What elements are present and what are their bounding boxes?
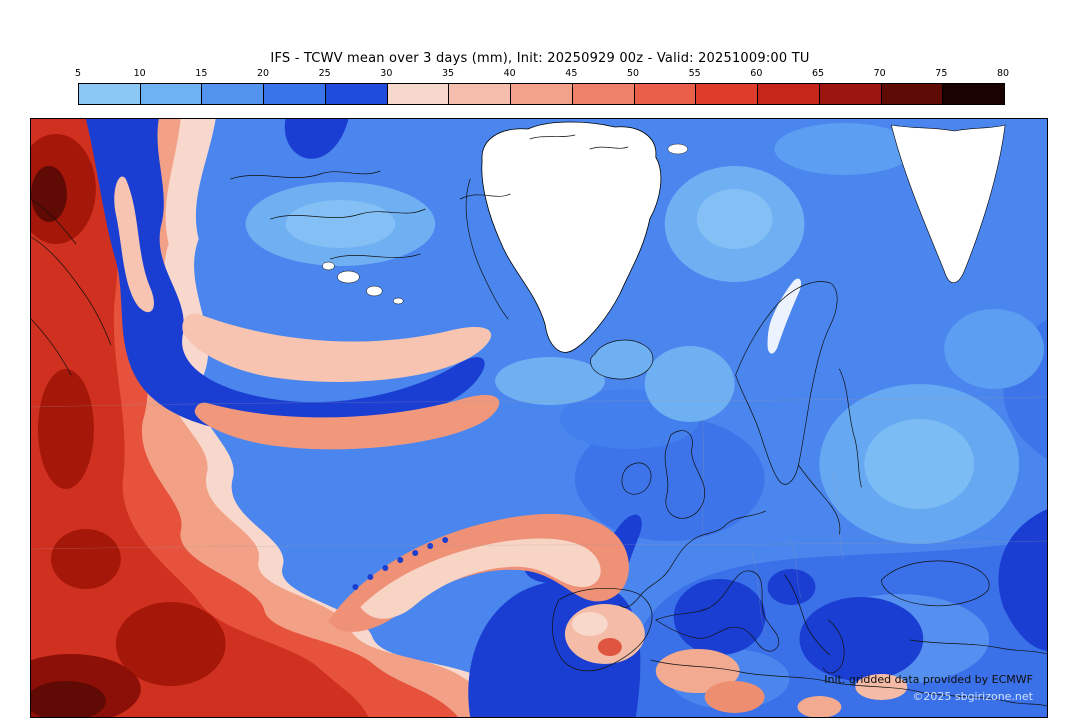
colorbar-tick: 30 [380, 68, 393, 79]
map-credits: Init. gridded data provided by ECMWF ©20… [824, 671, 1033, 705]
colorbar-tick: 55 [688, 68, 701, 79]
colorbar-tick: 5 [74, 68, 82, 79]
colorbar-segment [449, 84, 512, 104]
colorbar-segment [511, 84, 573, 104]
graticule-lines [31, 396, 1047, 637]
colorbar-segment [758, 84, 820, 104]
coastlines [31, 134, 1047, 707]
colorbar-tick: 20 [256, 68, 270, 79]
credit-website: ©2025 sbgirizone.net [912, 689, 1033, 703]
colorbar-tick: 50 [626, 68, 640, 79]
colorbar-tick: 60 [750, 68, 763, 79]
colorbar-segment [79, 84, 141, 104]
colorbar-segment [881, 84, 944, 104]
colorbar-segment [634, 84, 697, 104]
below-scale-white-areas [322, 121, 1006, 364]
colorbar-tick-labels: 5 10 15 20 25 30 35 40 45 50 55 60 65 70 75 80 [74, 68, 1009, 81]
colorbar-tick: 10 [133, 68, 146, 79]
colorbar-tick: 75 [935, 68, 948, 79]
colorbar-tick: 35 [441, 68, 455, 79]
greenland-ice-sheet [481, 121, 662, 353]
colorbar-tick: 70 [873, 68, 886, 79]
colorbar-segment [387, 84, 450, 104]
colorbar-segment [325, 84, 388, 104]
colorbar-tick: 65 [811, 68, 825, 79]
colorbar-segment [264, 84, 326, 104]
colorbar: 5 10 15 20 25 30 35 40 45 50 55 60 65 70 75 80 [74, 68, 1009, 108]
colorbar-tick: 40 [503, 68, 516, 79]
tcwv-pink-filaments [114, 176, 908, 717]
colorbar-segment [572, 84, 635, 104]
colorbar-segment [202, 84, 265, 104]
colorbar-scale [78, 83, 1005, 105]
colorbar-segment [696, 84, 759, 104]
colorbar-segment [943, 84, 1005, 104]
colorbar-segment [140, 84, 203, 104]
credit-ecmwf: Init. gridded data provided by ECMWF [824, 672, 1033, 686]
weather-map-svg [31, 119, 1047, 717]
colorbar-segment [819, 84, 882, 104]
colorbar-tick: 80 [996, 68, 1010, 79]
colorbar-tick: 45 [565, 68, 578, 79]
colorbar-tick: 15 [195, 68, 208, 79]
page-title: IFS - TCWV mean over 3 days (mm), Init: … [270, 51, 810, 66]
colorbar-tick: 25 [318, 68, 331, 79]
map-frame: Init. gridded data provided by ECMWF ©20… [30, 118, 1048, 718]
